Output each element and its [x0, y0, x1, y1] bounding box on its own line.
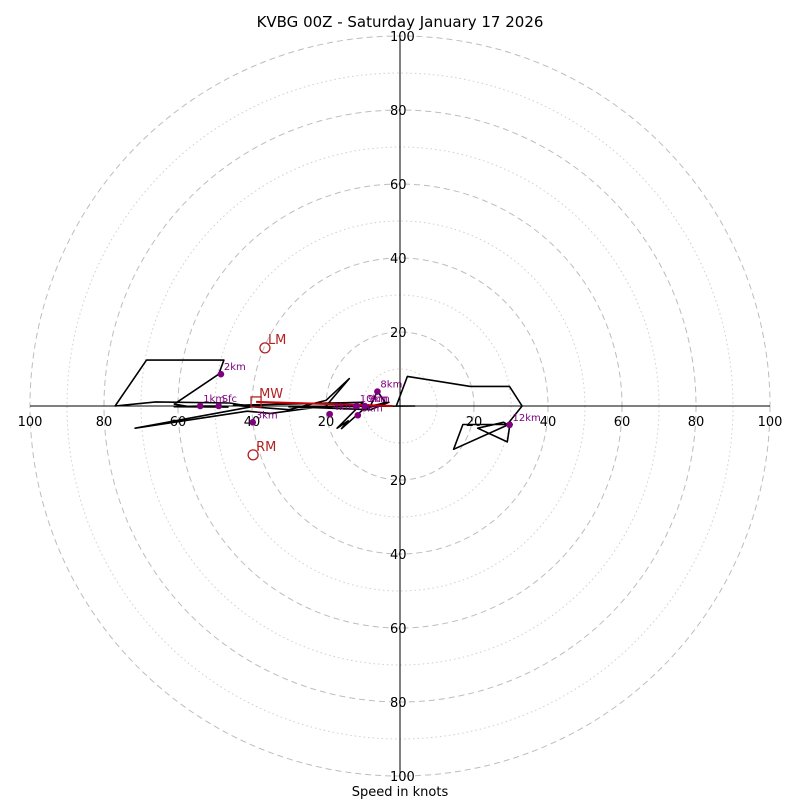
height-marker-label: 9km: [368, 394, 390, 405]
y-tick-label: 20: [390, 326, 407, 341]
x-tick-label: 20: [466, 415, 483, 430]
shear-vector: [256, 400, 393, 407]
storm-motion-marker: [247, 449, 259, 461]
x-tick-label: 100: [758, 415, 783, 430]
height-marker-dot: [326, 410, 334, 418]
height-marker-label: Sfc: [222, 394, 237, 405]
height-marker-dot: [249, 418, 257, 426]
chart-title: KVBG 00Z - Saturday January 17 2026: [257, 13, 544, 31]
height-marker-dot: [353, 402, 361, 410]
storm-motion-label: MW: [259, 387, 283, 402]
y-tick-label: 60: [390, 178, 407, 193]
height-marker-label: 12km: [513, 413, 541, 424]
x-axis-label: Speed in knots: [352, 785, 449, 800]
height-marker-dot: [506, 421, 513, 429]
height-marker-dot: [361, 402, 369, 410]
height-marker-label: 6km: [361, 403, 383, 414]
shear-vector-line: [256, 400, 393, 407]
height-marker-label: 8km: [380, 380, 402, 391]
x-tick-label: 40: [540, 415, 557, 430]
y-tick-label: 80: [390, 104, 407, 119]
storm-motion-label: RM: [256, 440, 276, 455]
y-tick-label: 40: [390, 548, 407, 563]
storm-motion-marker: [250, 396, 262, 408]
y-tick-label: 20: [390, 474, 407, 489]
hodograph-line: [114, 359, 523, 451]
x-tick-label: 100: [18, 415, 43, 430]
y-tick-label: 80: [390, 696, 407, 711]
x-tick-label: 80: [96, 415, 113, 430]
y-tick-label: 100: [390, 30, 415, 45]
x-tick-label: 20: [318, 415, 335, 430]
y-tick-label: 40: [390, 252, 407, 267]
height-marker-dot: [354, 411, 362, 419]
height-marker-label: 4km: [333, 402, 355, 413]
storm-motions: LM MW RM: [247, 333, 286, 461]
y-tick-label: 60: [390, 622, 407, 637]
x-tick-label: 60: [614, 415, 631, 430]
y-tick-label: 100: [390, 770, 415, 785]
height-marker-label: 2km: [224, 362, 246, 373]
storm-motion-marker: [259, 342, 271, 354]
hodograph-trace: [114, 359, 523, 451]
x-tick-label: 80: [688, 415, 705, 430]
height-marker-dot: [374, 388, 381, 395]
height-marker-label: 1km: [203, 394, 225, 405]
height-marker-dot: [215, 402, 222, 410]
storm-motion-label: LM: [268, 333, 286, 348]
height-marker-dot: [196, 402, 204, 410]
height-marker-label: 3km: [256, 410, 278, 421]
height-marker-label: 10km: [360, 394, 388, 405]
height-marker-dot: [217, 370, 225, 378]
